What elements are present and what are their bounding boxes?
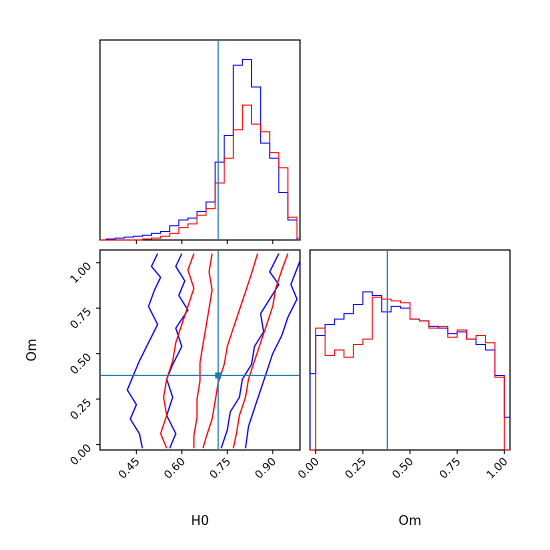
contour-frame: [99, 249, 301, 451]
contour-ytick-label-4: 1.00: [68, 260, 95, 287]
contour-xticks: 0.45 0.60 0.75 0.90: [116, 450, 279, 481]
contour-xtick-label-1: 0.60: [161, 455, 188, 482]
x-axis-label-h0: H0: [191, 514, 209, 529]
contour-line-5: [193, 253, 213, 449]
contour-line-1: [165, 253, 189, 449]
contour-ytick-label-0: 0.00: [68, 441, 95, 468]
contour-line-3: [244, 260, 300, 449]
contour-ytick-label-2: 0.50: [68, 351, 95, 378]
contour-xtick-label-3: 0.90: [252, 455, 279, 482]
om-xtick-label-3: 0.75: [437, 455, 464, 482]
contour-truth-point: [215, 372, 222, 379]
om-histogram-series: [309, 291, 510, 451]
om-xtick-label-2: 0.50: [390, 455, 417, 482]
om-xtick-label-1: 0.25: [342, 455, 369, 482]
contour-lines: [126, 253, 300, 449]
contour-line-6: [202, 253, 259, 449]
y-axis-label-om: Om: [25, 339, 40, 362]
contour-ytick-label-3: 0.75: [68, 305, 95, 332]
h0-histogram-frame: [99, 39, 301, 241]
contour-line-4: [159, 253, 195, 449]
h0-om-contour-panel: 0.45 0.60 0.75 0.90 0.00 0.25 0.50 0.75 1.00 H0…: [25, 249, 301, 529]
h0-histogram-ticks: [135, 240, 274, 244]
contour-line-0: [126, 253, 162, 449]
om-xtick-label-4: 1.00: [484, 455, 511, 482]
contour-line-2: [220, 253, 280, 449]
om-xtick-label-0: 0.00: [295, 455, 322, 482]
h0-histogram-panel: [99, 39, 301, 244]
om-histogram-ticks: 0.00 0.25 0.50 0.75 1.00: [295, 450, 510, 481]
h0-histogram-step-1: [100, 104, 300, 241]
contour-line-7: [232, 253, 289, 449]
contour-ytick-label-1: 0.25: [68, 396, 95, 423]
x-axis-label-om: Om: [399, 514, 422, 529]
contour-xtick-label-2: 0.75: [207, 455, 234, 482]
h0-histogram-series: [100, 59, 300, 241]
om-histogram-panel: 0.00 0.25 0.50 0.75 1.00 Om: [295, 249, 511, 529]
contour-yticks: 0.00 0.25 0.50 0.75 1.00: [68, 260, 100, 468]
contour-xtick-label-0: 0.45: [116, 455, 143, 482]
om-histogram-step-1: [310, 296, 510, 451]
